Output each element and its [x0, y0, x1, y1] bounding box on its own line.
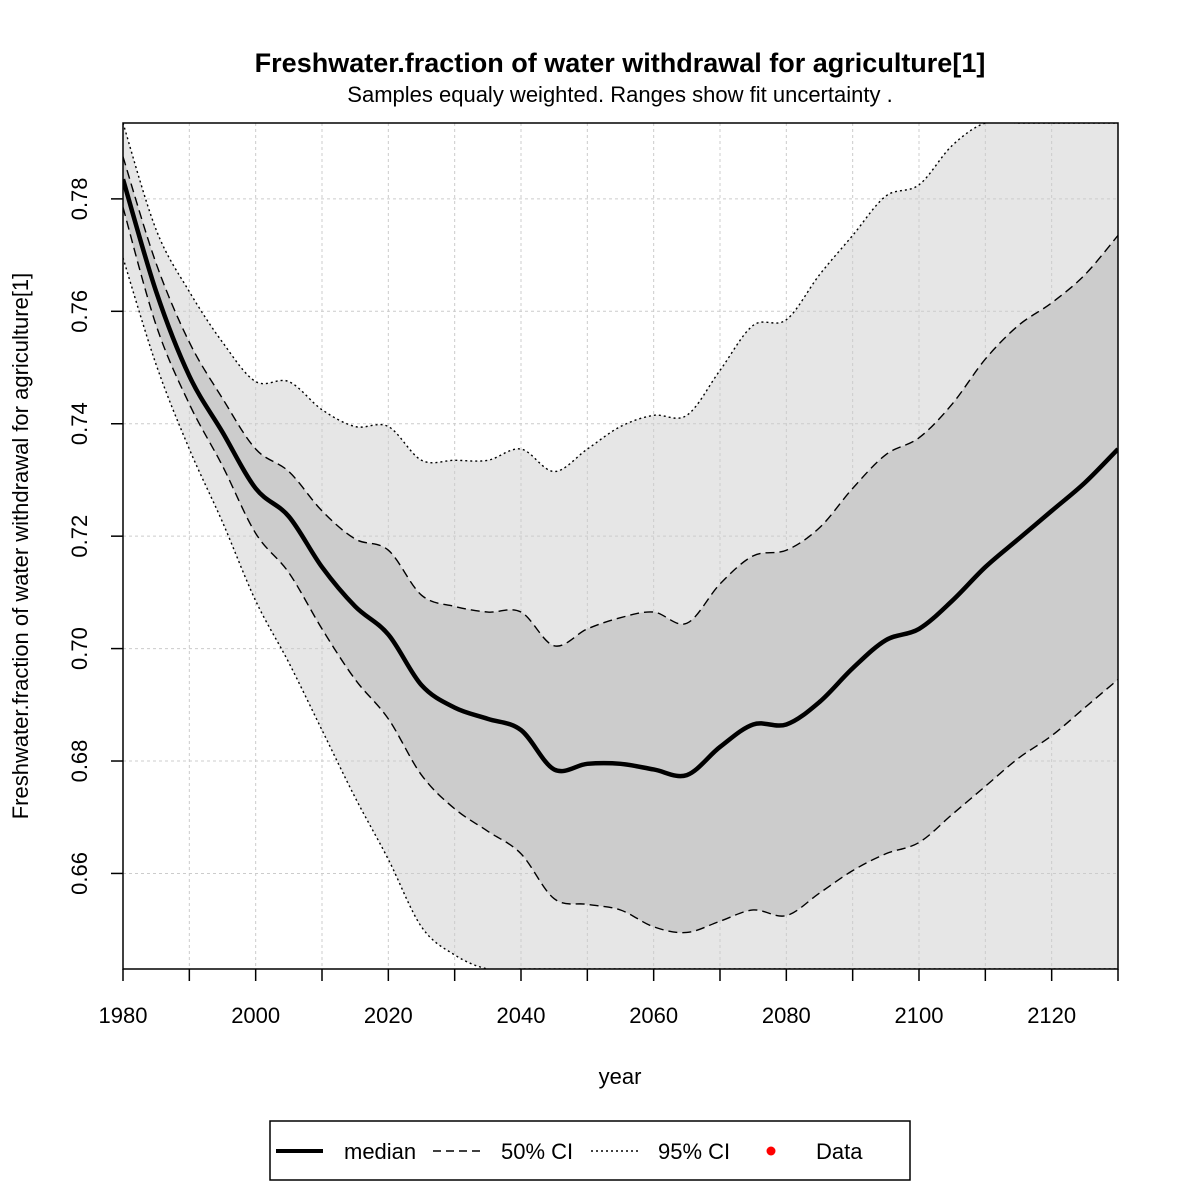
legend-data-label: Data — [816, 1139, 863, 1164]
y-tick-label: 0.66 — [67, 852, 92, 895]
ci50-band — [123, 156, 1118, 933]
ci50-upper-line — [123, 156, 1118, 647]
ci50-lower-line — [123, 207, 1118, 934]
legend-ci95-label: 95% CI — [658, 1139, 730, 1164]
plot-frame — [122, 122, 1119, 970]
y-tick-label: 0.78 — [67, 177, 92, 220]
chart-subtitle: Samples equaly weighted. Ranges show fit… — [347, 82, 892, 107]
plot-area: 1980 2000 2020 2040 2060 2080 2100 2120 0.66 0.68… — [67, 122, 1119, 1028]
x-tick-label: 2060 — [629, 1003, 678, 1028]
y-tick-label: 0.74 — [67, 402, 92, 445]
x-tick-label: 2020 — [364, 1003, 413, 1028]
chart-title: Freshwater.fraction of water withdrawal … — [255, 48, 986, 78]
legend-ci50-label: 50% CI — [501, 1139, 573, 1164]
legend-median-label: median — [344, 1139, 416, 1164]
plot-clipped-group — [123, 123, 1118, 969]
x-tick-label: 2040 — [497, 1003, 546, 1028]
legend-box — [269, 1120, 911, 1181]
x-tick-label: 2120 — [1027, 1003, 1076, 1028]
legend: median 50% CI 95% CI Data — [269, 1120, 911, 1181]
x-tick-label: 1980 — [99, 1003, 148, 1028]
y-tick-label: 0.72 — [67, 515, 92, 558]
y-tick-label: 0.76 — [67, 290, 92, 333]
median-line — [123, 178, 1118, 779]
x-tick-label: 2000 — [231, 1003, 280, 1028]
ci95-upper-line — [123, 123, 1118, 473]
x-tick-label: 2100 — [895, 1003, 944, 1028]
y-axis-label: Freshwater.fraction of water withdrawal … — [8, 273, 33, 820]
x-tick-label: 2080 — [762, 1003, 811, 1028]
legend-data-swatch — [766, 1146, 776, 1156]
x-axis-label: year — [599, 1064, 642, 1089]
y-tick-label: 0.70 — [67, 627, 92, 670]
y-tick-label: 0.68 — [67, 740, 92, 783]
